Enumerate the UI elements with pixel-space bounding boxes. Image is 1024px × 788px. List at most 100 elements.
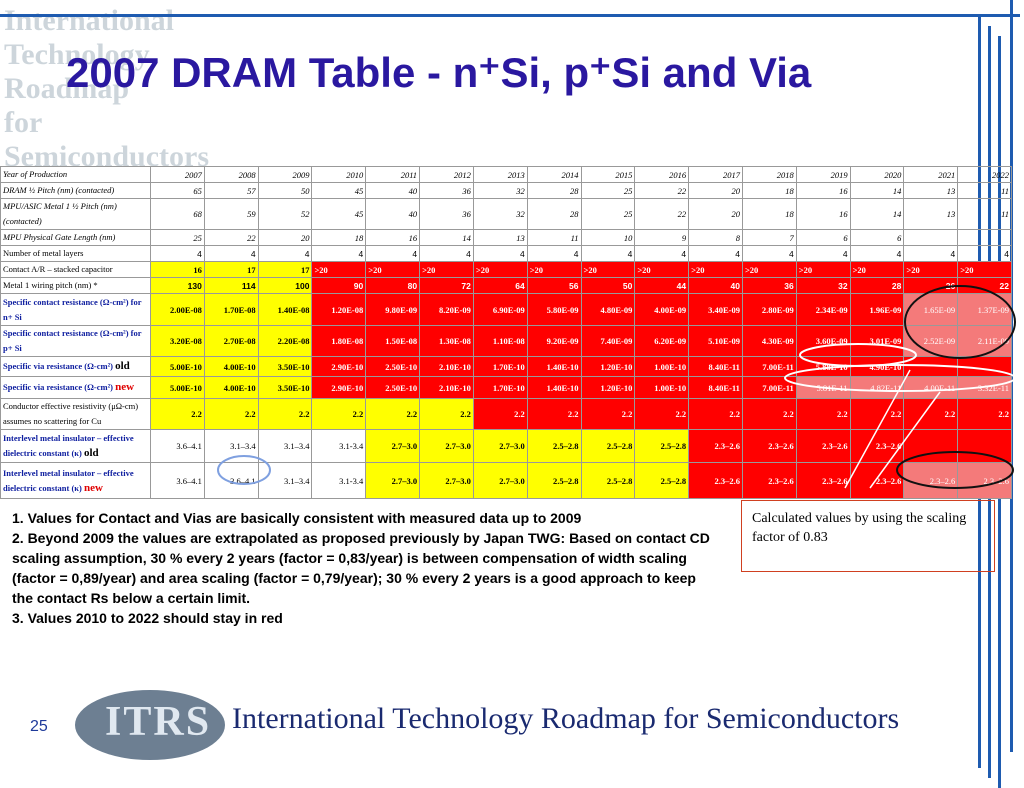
table-cell: 4 [203,245,259,262]
table-cell: 2018 [741,166,797,183]
table-cell: 8 [688,229,743,246]
table-cell: 2.11E-09 [957,325,1012,357]
table-cell: 4 [311,245,367,262]
cell-value: 2.2 [352,409,364,419]
table-cell: 2016 [634,166,690,183]
table-cell: 9 [634,229,690,246]
cell-value: 1.20E-10 [600,361,633,372]
label-text: Number of metal layers [3,248,84,258]
cell-value: >20 [583,264,597,275]
cell-value: 80 [407,280,418,291]
table-cell: 2010 [311,166,367,183]
cell-value: 4.00E-10 [223,361,256,372]
table-cell: 3.6–4.1 [203,462,259,499]
table-cell: 22 [203,229,259,246]
cell-value: 4.00E-11 [924,382,956,393]
table-cell: 50 [580,277,636,294]
cell-value: 2.50E-10 [385,361,418,372]
cell-value: 2012 [453,169,471,180]
table-cell: 4 [957,245,1012,262]
row-label: Metal 1 wiring pitch (nm) * [0,277,151,294]
cell-value: 6 [897,232,902,243]
cell-value: 2.3–2.6 [983,475,1010,486]
cell-value: >20 [368,264,382,275]
table-cell: 4.82E-11 [849,376,905,399]
cell-value: 64 [515,280,525,291]
table-cell: 20 [688,182,743,199]
label-text: Specific contact resistance (Ω-cm²) for … [3,328,142,353]
table-cell: 20 [688,198,743,230]
table-cell: 6.20E-09 [634,325,690,357]
cell-value: 3.01E-09 [869,336,902,346]
cell-value: 25 [623,209,633,219]
table-cell: 2.34E-09 [795,293,851,326]
table-cell: 8.40E-11 [688,376,743,399]
cell-value: 5.81E-11 [816,382,848,393]
table-cell: 4 [741,245,797,262]
cell-value: 4.90E-10 [869,361,902,372]
table-cell: 2.52E-09 [903,325,959,357]
table-row: Interlevel metal insulator – effective d… [0,462,1012,499]
row-label: Year of Production [0,166,151,183]
table-cell: 2.3–2.6 [795,462,851,499]
cell-value: 20 [731,185,740,196]
table-cell: 2.2 [203,398,259,430]
table-cell: 1.65E-09 [903,293,959,326]
cell-value: 2.52E-09 [923,336,956,346]
cell-value: 2.7–3.0 [391,475,418,486]
table-cell: 40 [365,182,421,199]
cell-value: 2.34E-09 [815,304,848,315]
cell-value: 1.37E-09 [977,304,1009,315]
cell-value: 2.2 [836,409,848,419]
table-cell: 2.7–3.0 [472,429,528,463]
table-cell: 3.1–3.4 [257,429,313,463]
table-cell: 2.7–3.0 [419,462,474,499]
cell-value: 2019 [830,169,848,180]
table-row: MPU/ASIC Metal 1 ½ Pitch (nm)(contacted)… [0,198,1012,230]
cell-value: 1.70E-10 [492,361,525,372]
cell-value: 8.40E-11 [708,382,740,393]
note: 1. Values for Contact and Vias are basic… [12,510,582,526]
table-cell: 3.01E-09 [849,325,905,357]
cell-value: 2.10E-10 [439,382,471,393]
table-cell: 2.2 [526,398,582,430]
table-cell: 2.2 [365,398,421,430]
cell-value: 7.00E-11 [762,361,794,372]
cell-value: 114 [241,280,256,291]
table-cell: 11 [957,182,1012,199]
label-tag: old [115,360,130,372]
row-label: Specific contact resistance (Ω-cm²) for … [0,325,151,357]
cell-value: 11 [1001,209,1009,219]
table-cell: 18 [741,198,797,230]
cell-value: 18 [785,209,794,219]
cell-value: 2017 [722,169,740,180]
note: 3. Values 2010 to 2022 should stay in re… [12,610,283,626]
cell-value: 2.7–3.0 [391,441,418,451]
table-cell: 1.37E-09 [957,293,1012,326]
cell-value: 2.2 [621,409,633,419]
cell-value: 2015 [615,169,633,180]
cell-value: 20 [731,209,740,219]
cell-value: 2.2 [675,409,687,419]
cell-value: 4.30E-09 [761,336,794,346]
table-cell: 2.2 [311,398,367,430]
label-text: Interlevel metal insulator – effective d… [3,467,134,493]
cell-value: 2.90E-10 [331,361,364,372]
cell-value: 2.5–2.8 [660,475,687,486]
row-label: Specific via resistance (Ω-cm²) old [0,356,151,377]
table-cell: 3.1–3.4 [203,429,259,463]
table-cell: 100 [257,277,313,294]
cell-value: >20 [798,264,813,275]
table-cell: 56 [526,277,582,294]
cell-value: 9.20E-09 [546,336,579,346]
cell-value: 2.3–2.6 [875,441,902,451]
page-number: 25 [30,718,48,735]
table-row: DRAM ½ Pitch (nm) (contacted) 65 57 50 45 40 3… [0,182,1012,199]
cell-value: 11 [570,232,579,243]
note: 2. Beyond 2009 the values are extrapolat… [12,530,710,606]
table-cell: 4.30E-09 [741,325,797,357]
cell-value: 3.1–3.4 [283,441,310,451]
table-cell: 40 [688,277,743,294]
cell-value: 14 [892,185,902,196]
